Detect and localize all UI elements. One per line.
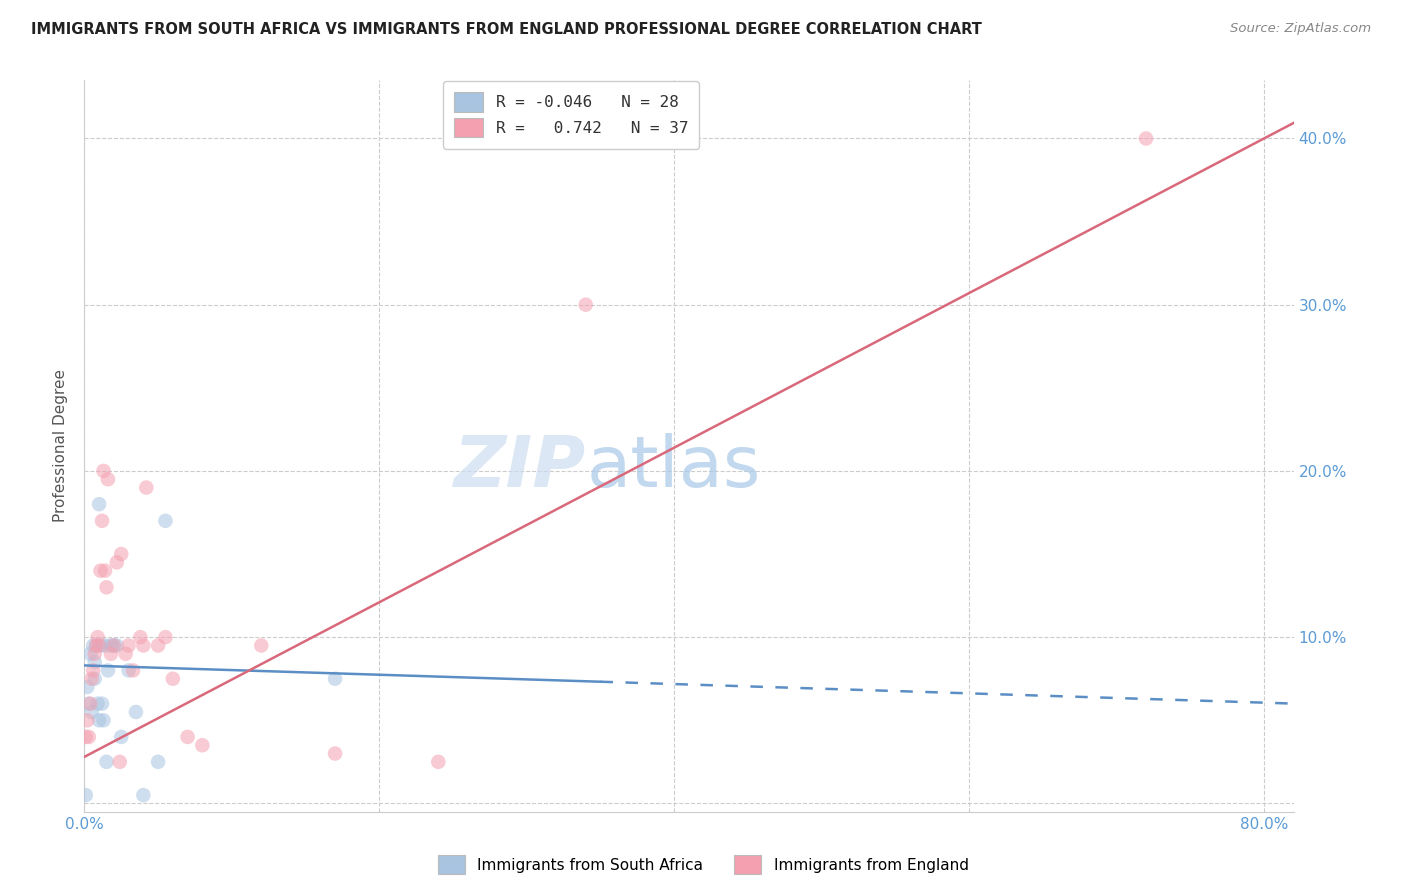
Point: [80, 705, 103, 719]
Point: [176, 730, 198, 744]
Point: [191, 738, 214, 752]
Point: [91, 514, 114, 528]
Point: [117, 664, 139, 678]
Point: [87, 714, 110, 728]
Point: [77, 697, 100, 711]
Point: [94, 564, 117, 578]
Point: [250, 639, 273, 653]
Point: [125, 705, 148, 719]
Point: [87, 497, 110, 511]
Point: [135, 481, 157, 495]
Point: [110, 547, 132, 561]
Point: [82, 664, 104, 678]
Point: [79, 647, 101, 661]
Point: [83, 647, 105, 661]
Point: [86, 630, 108, 644]
Point: [82, 639, 104, 653]
Point: [108, 755, 131, 769]
Point: [83, 672, 105, 686]
Point: [80, 672, 103, 686]
Point: [105, 555, 128, 569]
Point: [129, 630, 152, 644]
Point: [1135, 131, 1157, 145]
Point: [97, 664, 120, 678]
Point: [105, 639, 128, 653]
Legend: R = -0.046   N = 28, R =   0.742   N = 37: R = -0.046 N = 28, R = 0.742 N = 37: [443, 81, 699, 149]
Text: atlas: atlas: [586, 434, 761, 502]
Point: [75, 730, 97, 744]
Point: [132, 639, 155, 653]
Point: [91, 697, 114, 711]
Point: [146, 639, 169, 653]
Point: [96, 755, 118, 769]
Point: [323, 747, 346, 761]
Point: [97, 472, 120, 486]
Point: [103, 639, 125, 653]
Legend: Immigrants from South Africa, Immigrants from England: Immigrants from South Africa, Immigrants…: [432, 849, 974, 880]
Point: [83, 655, 105, 669]
Point: [114, 647, 136, 661]
Point: [75, 788, 97, 802]
Point: [146, 755, 169, 769]
Point: [94, 639, 117, 653]
Text: IMMIGRANTS FROM SOUTH AFRICA VS IMMIGRANTS FROM ENGLAND PROFESSIONAL DEGREE CORR: IMMIGRANTS FROM SOUTH AFRICA VS IMMIGRAN…: [31, 22, 981, 37]
Point: [87, 639, 110, 653]
Y-axis label: Professional Degree: Professional Degree: [53, 369, 69, 523]
Point: [100, 639, 122, 653]
Text: ZIP: ZIP: [454, 434, 586, 502]
Point: [90, 564, 112, 578]
Point: [76, 714, 98, 728]
Point: [162, 672, 184, 686]
Point: [117, 639, 139, 653]
Point: [110, 730, 132, 744]
Point: [86, 697, 108, 711]
Text: Source: ZipAtlas.com: Source: ZipAtlas.com: [1230, 22, 1371, 36]
Point: [103, 639, 125, 653]
Point: [427, 755, 450, 769]
Point: [100, 647, 122, 661]
Point: [84, 639, 107, 653]
Point: [132, 788, 155, 802]
Point: [323, 672, 346, 686]
Point: [96, 580, 118, 594]
Point: [90, 639, 112, 653]
Point: [93, 464, 115, 478]
Point: [84, 639, 107, 653]
Point: [155, 630, 177, 644]
Point: [155, 514, 177, 528]
Point: [122, 664, 145, 678]
Point: [79, 697, 101, 711]
Point: [93, 714, 115, 728]
Point: [575, 298, 598, 312]
Point: [76, 680, 98, 694]
Point: [77, 730, 100, 744]
